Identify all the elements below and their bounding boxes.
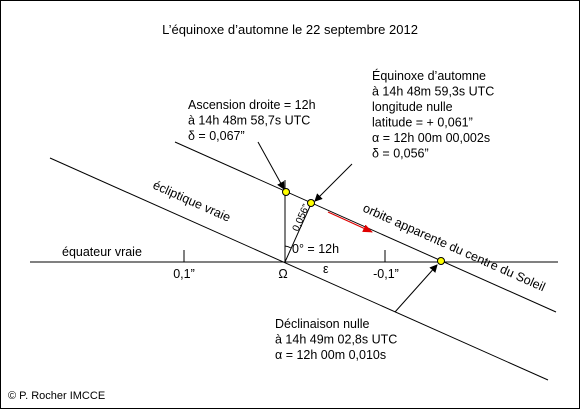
pointer-arrow	[314, 163, 353, 202]
annotation-line: α = 12h 00m 0,010s	[275, 348, 386, 362]
annotation-line: latitude = + 0,061”	[372, 116, 473, 130]
annotation-line: δ = 0,067”	[188, 129, 245, 143]
annotation: Équinoxe d’automne à 14h 48m 59,3s UTClon…	[372, 68, 494, 161]
point	[437, 257, 445, 265]
angle-label: ε	[323, 262, 329, 276]
annotation-line: Ascension droite = 12h	[188, 98, 316, 112]
credit: © P. Rocher IMCCE	[8, 390, 105, 402]
direction-arrow	[327, 211, 373, 233]
offset-line	[284, 203, 312, 263]
angle-label: 0° = 12h	[292, 242, 339, 256]
pointer-arrow	[394, 264, 438, 313]
point	[307, 199, 315, 207]
annotation-line: Équinoxe d’automne	[372, 68, 486, 83]
ecliptic-line	[49, 157, 549, 381]
annotation-line: Déclinaison nulle	[275, 317, 370, 331]
annotation-line: à 14h 49m 02,8s UTC	[275, 333, 397, 347]
annotation-line: α = 12h 00m 00,002s	[372, 131, 490, 145]
annotation-line: à 14h 48m 59,3s UTC	[372, 85, 494, 99]
annotation-line: longitude nulle	[372, 100, 453, 114]
tick-label: -0,1”	[373, 267, 399, 281]
annotation-line: δ = 0,056”	[372, 147, 429, 161]
equator-label: équateur vraie	[62, 245, 142, 259]
annotation: Ascension droite = 12h à 14h 48m 58,7s UT…	[188, 98, 316, 143]
tick-label: Ω	[278, 267, 287, 281]
point	[282, 188, 290, 196]
tick-label: 0,1”	[173, 267, 195, 281]
angle-arc	[284, 245, 292, 249]
pointer-arrow	[257, 141, 285, 190]
title: L’équinoxe d’automne le 22 septembre 201…	[162, 22, 418, 37]
annotation-line: à 14h 48m 58,7s UTC	[188, 114, 310, 128]
